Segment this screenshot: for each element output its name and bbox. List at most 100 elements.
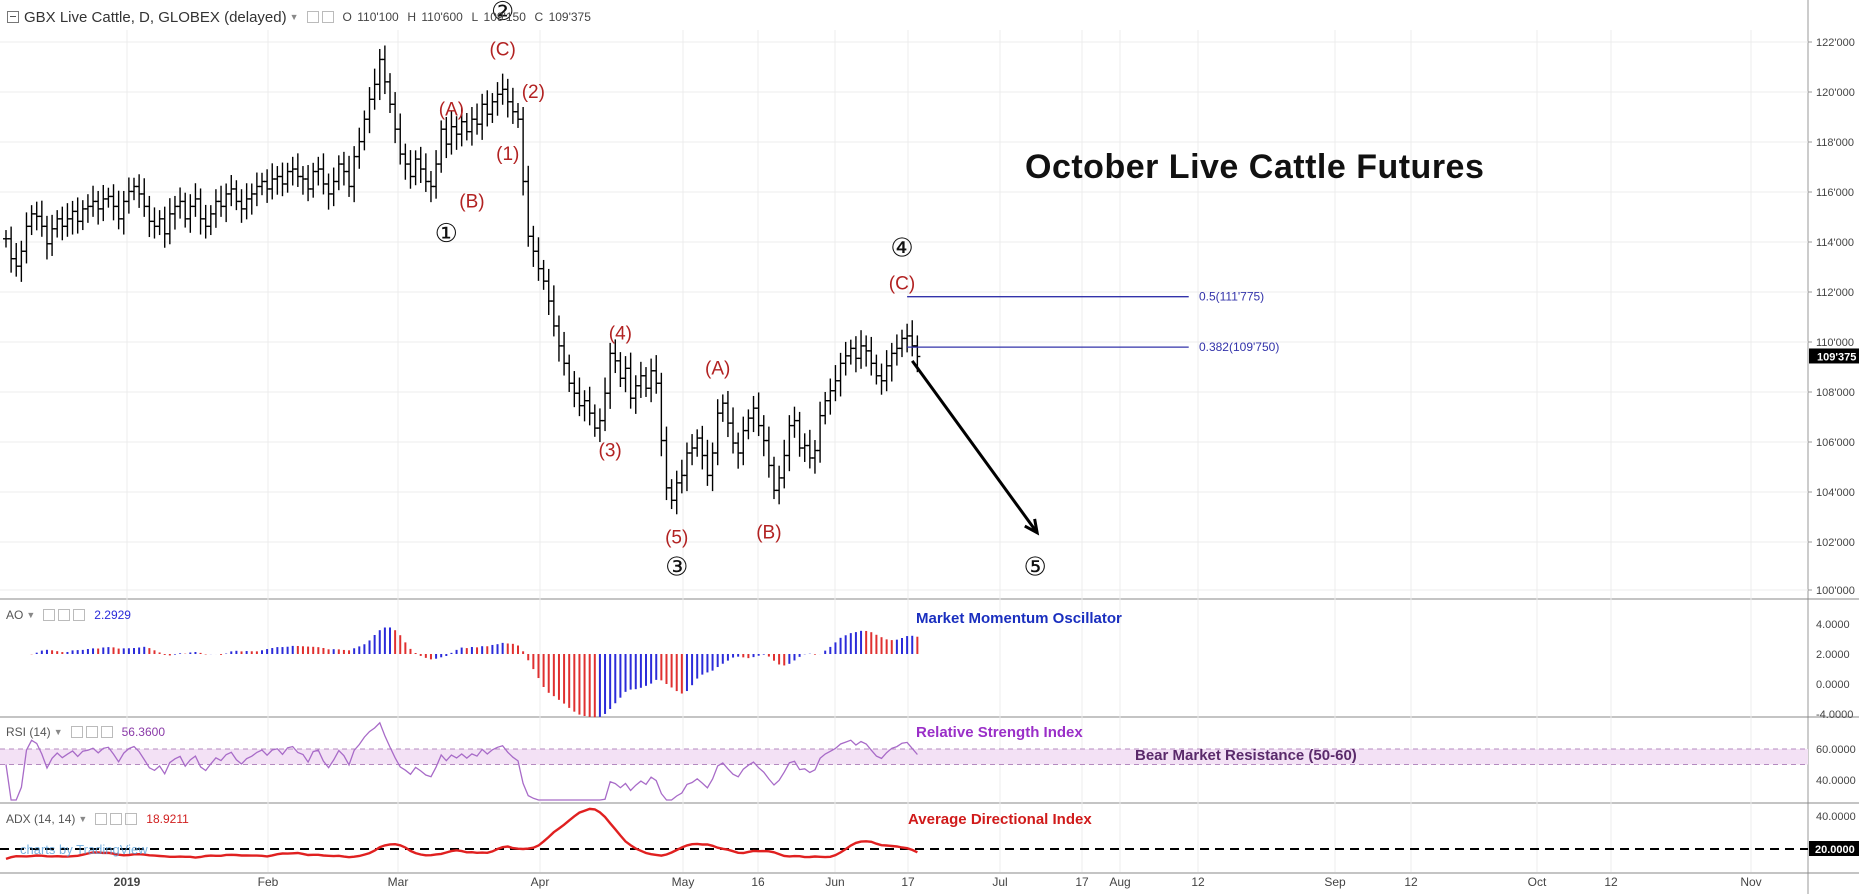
y-tick-label: 108'000: [1816, 387, 1855, 399]
symbol-header: GBX Live Cattle, D, GLOBEX (delayed) ▼ O…: [0, 6, 593, 28]
x-tick-label: Apr: [531, 875, 550, 889]
rsi-name[interactable]: RSI (14): [6, 725, 51, 739]
rsi-y-tick-label: 60.0000: [1816, 744, 1856, 756]
ao-y-tick-label: 4.0000: [1816, 619, 1850, 631]
y-tick-label: 110'000: [1816, 337, 1854, 349]
open-value: 110'100: [357, 10, 399, 24]
x-tick-label: Feb: [258, 875, 279, 889]
x-tick-label: 2019: [114, 875, 141, 889]
x-tick-label: 12: [1404, 875, 1418, 889]
wave-label-minor: (5): [665, 528, 688, 549]
low-value: 109'150: [483, 10, 526, 24]
wave-label-primary: ⑤: [1023, 553, 1046, 583]
chevron-down-icon[interactable]: ▼: [289, 12, 299, 22]
x-tick-label: Jul: [992, 875, 1007, 889]
wave-label-minor: (B): [756, 523, 781, 544]
close-icon[interactable]: [100, 726, 113, 738]
x-tick-label: Aug: [1109, 875, 1130, 889]
ao-value: 2.2929: [94, 608, 131, 622]
x-tick-label: May: [672, 875, 695, 889]
rsi-band: [0, 749, 1808, 765]
wave-label-minor: (C): [889, 274, 915, 295]
rsi-band-label: Bear Market Resistance (50-60): [1135, 747, 1357, 764]
ao-header: AO ▼ 2.2929: [6, 608, 131, 622]
adx-y-tick-label: 40.0000: [1816, 811, 1856, 823]
wave-label-minor: (3): [599, 441, 622, 462]
adx-value: 18.9211: [146, 812, 189, 826]
open-label: O: [342, 10, 352, 24]
collapse-icon[interactable]: [7, 11, 19, 23]
projection-arrow: [911, 359, 1039, 534]
rsi-title: Relative Strength Index: [916, 724, 1083, 741]
eye-icon[interactable]: [43, 609, 56, 621]
x-tick-label: Mar: [388, 875, 409, 889]
y-tick-label: 114'000: [1816, 237, 1854, 249]
rsi-y-tick-label: 40.0000: [1816, 775, 1856, 787]
wave-label-primary: ②: [491, 0, 514, 27]
x-tick-label: 16: [751, 875, 765, 889]
adx-title: Average Directional Index: [908, 811, 1092, 828]
wave-label-primary: ③: [665, 553, 688, 583]
adx-reference-badge: [1809, 841, 1859, 856]
x-tick-label: 12: [1191, 875, 1205, 889]
close-icon[interactable]: [125, 813, 138, 825]
x-tick-label: Jun: [825, 875, 844, 889]
ao-y-tick-label: 2.0000: [1816, 649, 1850, 661]
rsi-line: [5, 721, 918, 801]
fib-level-label: 0.382(109'750): [1199, 340, 1279, 354]
ao-y-tick-label: -8.0000: [1816, 0, 1853, 3]
close-icon[interactable]: [73, 609, 86, 621]
chevron-down-icon[interactable]: ▼: [78, 814, 88, 824]
wave-label-minor: (2): [522, 82, 545, 103]
y-tick-label: 104'000: [1816, 487, 1855, 499]
last-price-badge: [1809, 348, 1859, 364]
eye-icon[interactable]: [306, 11, 319, 23]
y-tick-label: 116'000: [1816, 187, 1854, 199]
y-tick-label: 118'000: [1816, 137, 1854, 149]
eye-icon[interactable]: [70, 726, 83, 738]
rsi-header: RSI (14) ▼ 56.3600: [6, 725, 165, 739]
high-value: 110'600: [421, 10, 463, 24]
tradingview-watermark[interactable]: charts by TradingView: [20, 842, 148, 857]
wave-label-minor: (4): [609, 323, 632, 344]
chart-title: October Live Cattle Futures: [1025, 148, 1485, 186]
ao-name[interactable]: AO: [6, 608, 24, 622]
settings-icon[interactable]: [321, 11, 334, 23]
high-label: H: [407, 10, 417, 24]
x-tick-label: Oct: [1528, 875, 1547, 889]
chevron-down-icon[interactable]: ▼: [53, 727, 63, 737]
close-label: C: [534, 10, 544, 24]
y-tick-label: 106'000: [1816, 437, 1855, 449]
chevron-down-icon[interactable]: ▼: [26, 610, 36, 620]
rsi-value: 56.3600: [121, 725, 165, 739]
y-tick-label: 100'000: [1816, 585, 1855, 597]
settings-icon[interactable]: [58, 609, 71, 621]
settings-icon[interactable]: [85, 726, 98, 738]
adx-header: ADX (14, 14) ▼ 18.9211: [6, 812, 189, 826]
x-tick-label: 12: [1604, 875, 1618, 889]
y-tick-label: 122'000: [1816, 37, 1855, 49]
x-tick-label: Nov: [1740, 875, 1761, 889]
close-value: 109'375: [548, 10, 591, 24]
fib-level-label: 0.5(111'775): [1199, 290, 1264, 304]
symbol-title[interactable]: GBX Live Cattle, D, GLOBEX (delayed): [24, 8, 287, 26]
ao-title: Market Momentum Oscillator: [916, 610, 1122, 627]
y-tick-label: 120'000: [1816, 87, 1855, 99]
wave-label-minor: (C): [489, 39, 515, 60]
projection-arrow-head: [1024, 518, 1040, 536]
ao-y-tick-label: 0.0000: [1816, 679, 1850, 691]
ao-y-tick-label: -4.0000: [1816, 709, 1853, 721]
adx-line: [5, 807, 918, 861]
low-label: L: [471, 10, 479, 24]
wave-label-minor: (A): [439, 99, 464, 120]
last-price-label: 109'375: [1817, 351, 1856, 363]
x-tick-label: Sep: [1324, 875, 1346, 889]
wave-label-minor: (1): [496, 144, 519, 165]
eye-icon[interactable]: [95, 813, 108, 825]
adx-name[interactable]: ADX (14, 14): [6, 812, 76, 826]
settings-icon[interactable]: [110, 813, 123, 825]
x-tick-label: 17: [901, 875, 915, 889]
y-tick-label: 112'000: [1816, 287, 1854, 299]
